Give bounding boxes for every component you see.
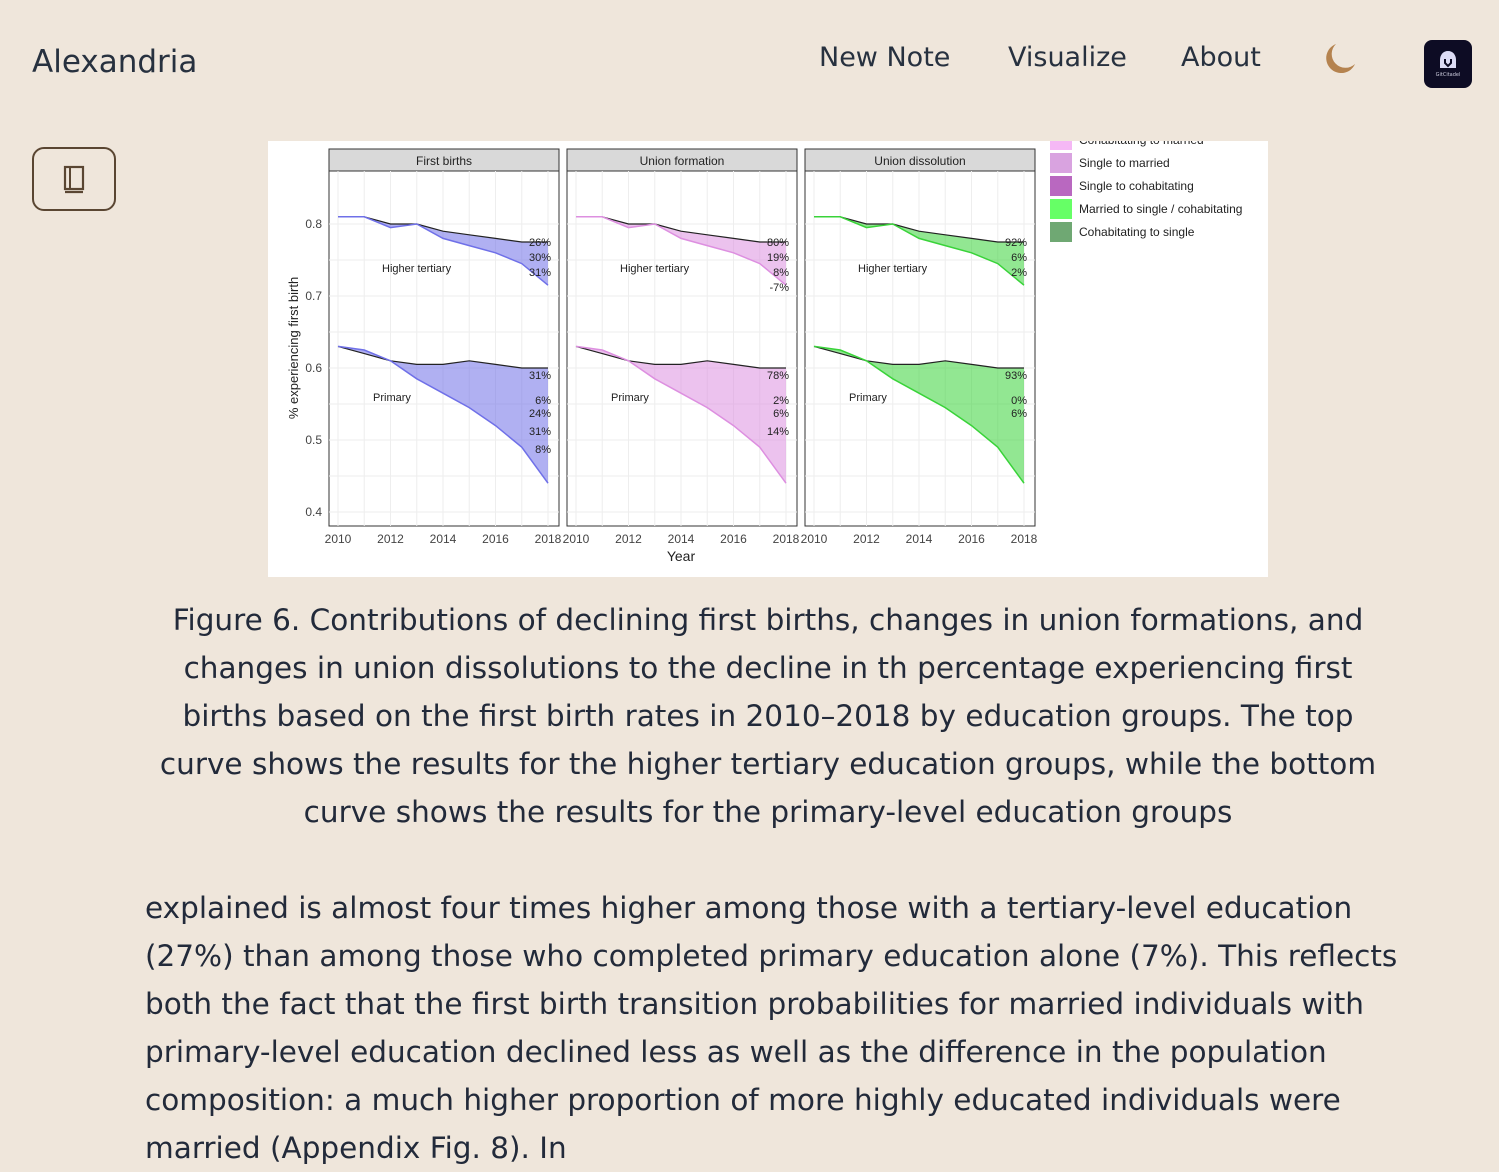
x-tick-label: 2018 xyxy=(1011,532,1038,546)
group-label: Higher tertiary xyxy=(382,263,452,275)
avatar-label: GitCitadel xyxy=(1435,72,1461,78)
percent-label: 2% xyxy=(1011,267,1027,279)
x-tick-label: 2010 xyxy=(801,532,828,546)
percent-label: 8% xyxy=(773,267,789,279)
legend-label: Single to cohabitating xyxy=(1079,179,1194,193)
percent-label: 93% xyxy=(1005,370,1027,382)
figure-chart: First births Higher tertiary 26% 30% 31% Prim… xyxy=(286,141,1242,564)
y-tick-label: 0.6 xyxy=(305,361,322,375)
x-tick-label: 2014 xyxy=(906,532,933,546)
actual-line xyxy=(338,216,549,286)
figure-image: First births Higher tertiary 26% 30% 31% Prim… xyxy=(268,141,1268,577)
percent-label: 2% xyxy=(773,395,789,407)
actual-line xyxy=(575,345,787,484)
y-tick-label: 0.5 xyxy=(305,433,322,447)
actual-line xyxy=(576,216,787,286)
x-tick-label: 2018 xyxy=(535,532,562,546)
x-tick-label: 2010 xyxy=(325,532,352,546)
legend-label: Married to single / cohabitating xyxy=(1079,202,1242,216)
nav-about[interactable]: About xyxy=(1181,42,1261,73)
percent-label: 19% xyxy=(767,252,789,264)
legend-label: Cohabitating to single xyxy=(1079,225,1195,239)
baseline-line xyxy=(338,216,548,243)
contribution-ribbon xyxy=(338,216,548,286)
panel-frame xyxy=(804,170,1036,527)
legend-swatch xyxy=(1050,222,1072,242)
panel-frame xyxy=(566,170,798,527)
legend-swatch xyxy=(1050,153,1072,173)
y-tick-label: 0.4 xyxy=(305,505,322,519)
helmet-icon xyxy=(1440,51,1456,68)
nav-new-note[interactable]: New Note xyxy=(819,42,951,73)
toc-toggle-button[interactable] xyxy=(32,147,116,211)
percent-label: -7% xyxy=(769,282,789,294)
x-tick-label: 2016 xyxy=(720,532,747,546)
baseline-line xyxy=(814,216,1024,243)
actual-line xyxy=(813,345,1025,484)
percent-label: 6% xyxy=(773,408,789,420)
baseline-line xyxy=(575,345,786,369)
x-tick-label: 2014 xyxy=(668,532,695,546)
percent-label: 30% xyxy=(529,252,551,264)
percent-label: 78% xyxy=(767,370,789,382)
contribution-ribbon xyxy=(576,346,786,484)
percent-label: 14% xyxy=(767,426,789,438)
x-tick-label: 2010 xyxy=(563,532,590,546)
x-tick-label: 2012 xyxy=(615,532,642,546)
y-tick-label: 0.8 xyxy=(305,217,322,231)
percent-label: 31% xyxy=(529,426,551,438)
book-icon xyxy=(63,165,85,194)
legend-swatch xyxy=(1050,199,1072,219)
y-tick-label: 0.7 xyxy=(305,289,322,303)
contribution-ribbon xyxy=(814,346,1024,484)
baseline-line xyxy=(337,345,548,369)
group-label: Primary xyxy=(849,392,887,404)
contribution-ribbon xyxy=(814,216,1024,286)
baseline-line xyxy=(813,345,1024,369)
panel-title: Union dissolution xyxy=(874,154,965,168)
percent-label: 6% xyxy=(1011,408,1027,420)
x-tick-label: 2014 xyxy=(430,532,457,546)
actual-line xyxy=(814,216,1025,286)
group-label: Higher tertiary xyxy=(620,263,690,275)
group-label: Higher tertiary xyxy=(858,263,928,275)
brand-logo[interactable]: Alexandria xyxy=(32,44,198,80)
panel-title: Union formation xyxy=(640,154,725,168)
percent-label: 6% xyxy=(535,395,551,407)
contribution-ribbon xyxy=(576,216,786,286)
contribution-ribbon xyxy=(338,346,548,484)
x-tick-label: 2012 xyxy=(853,532,880,546)
percent-label: 80% xyxy=(767,237,789,249)
percent-label: 8% xyxy=(535,444,551,456)
moon-icon[interactable] xyxy=(1322,42,1356,76)
percent-label: 0% xyxy=(1011,395,1027,407)
actual-line xyxy=(337,345,549,484)
x-tick-label: 2018 xyxy=(773,532,800,546)
percent-label: 26% xyxy=(529,237,551,249)
percent-label: 31% xyxy=(529,267,551,279)
avatar[interactable]: GitCitadel xyxy=(1424,40,1472,88)
figure-caption: Figure 6. Contributions of declining fir… xyxy=(159,603,1377,829)
group-label: Primary xyxy=(611,392,649,404)
legend-swatch xyxy=(1050,176,1072,196)
panel-frame xyxy=(328,170,560,527)
x-tick-label: 2016 xyxy=(482,532,509,546)
group-label: Primary xyxy=(373,392,411,404)
baseline-line xyxy=(576,216,786,243)
x-tick-label: 2016 xyxy=(958,532,985,546)
legend-label: Single to married xyxy=(1079,156,1170,170)
panel-title: First births xyxy=(416,154,472,168)
y-axis-label: % experiencing first birth xyxy=(286,277,301,419)
nav-visualize[interactable]: Visualize xyxy=(1008,42,1127,73)
body-paragraph: explained is almost four times higher am… xyxy=(145,891,1398,1165)
x-axis-label: Year xyxy=(667,548,696,564)
percent-label: 31% xyxy=(529,370,551,382)
percent-label: 24% xyxy=(529,408,551,420)
percent-label: 92% xyxy=(1005,237,1027,249)
x-tick-label: 2012 xyxy=(377,532,404,546)
legend-label: Cohabitating to married xyxy=(1079,141,1204,147)
legend-swatch xyxy=(1050,141,1072,150)
percent-label: 6% xyxy=(1011,252,1027,264)
